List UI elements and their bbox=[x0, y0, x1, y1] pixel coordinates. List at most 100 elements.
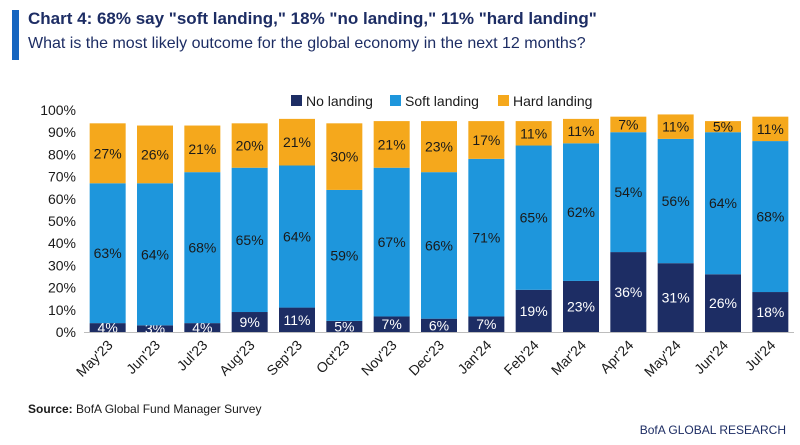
data-label: 11% bbox=[520, 125, 547, 141]
bar-segment-hard-landing bbox=[231, 123, 268, 168]
x-tick-label: Oct'23 bbox=[313, 337, 353, 377]
bar-segment-no-landing bbox=[421, 318, 457, 332]
data-label: 9% bbox=[240, 314, 260, 330]
x-tick-label: Jan'24 bbox=[454, 337, 494, 377]
x-tick-label: Sep'23 bbox=[263, 337, 305, 379]
legend-label: Soft landing bbox=[405, 93, 479, 109]
data-label: 56% bbox=[662, 193, 690, 209]
bar-segment-no-landing bbox=[657, 263, 694, 332]
bar-segment-soft-landing bbox=[89, 183, 126, 324]
y-tick-label: 100% bbox=[40, 102, 76, 118]
x-tick-label: Jun'23 bbox=[123, 337, 163, 377]
bar-segment-soft-landing bbox=[373, 167, 410, 317]
data-label: 11% bbox=[662, 119, 689, 135]
data-label: 65% bbox=[520, 210, 548, 226]
y-tick-label: 70% bbox=[48, 169, 76, 185]
data-label: 68% bbox=[188, 240, 216, 256]
bar-segment-no-landing bbox=[515, 289, 552, 332]
x-tick-label: Jul'24 bbox=[742, 337, 779, 374]
data-label: 36% bbox=[614, 284, 642, 300]
bar-segment-soft-landing bbox=[515, 145, 552, 290]
data-label: 31% bbox=[662, 290, 690, 306]
bar-segment-hard-landing bbox=[705, 121, 741, 133]
data-label: 26% bbox=[709, 295, 737, 311]
x-tick-label: Jul'23 bbox=[174, 337, 211, 374]
bar-segment-soft-landing bbox=[231, 167, 268, 313]
bar-segment-hard-landing bbox=[89, 123, 126, 184]
data-label: 64% bbox=[283, 229, 311, 245]
x-tick-label: Dec'23 bbox=[405, 337, 447, 379]
y-tick-label: 80% bbox=[48, 146, 76, 162]
x-tick-label: Jun'24 bbox=[691, 337, 731, 377]
data-label: 23% bbox=[425, 139, 453, 155]
bar-segment-hard-landing bbox=[421, 121, 457, 173]
data-label: 21% bbox=[283, 134, 311, 150]
bar-segment-no-landing bbox=[468, 316, 505, 332]
x-tick-label: May'23 bbox=[73, 337, 116, 380]
y-tick-label: 90% bbox=[48, 124, 76, 140]
data-label: 7% bbox=[382, 316, 402, 332]
bar-segment-no-landing bbox=[705, 274, 741, 332]
bar-segment-soft-landing bbox=[610, 132, 647, 253]
bar-segment-soft-landing bbox=[137, 183, 173, 326]
data-label: 11% bbox=[568, 123, 595, 139]
data-label: 64% bbox=[709, 195, 737, 211]
legend-swatch bbox=[291, 95, 302, 106]
bar-segment-hard-landing bbox=[657, 114, 694, 139]
y-tick-label: 60% bbox=[48, 191, 76, 207]
bar-segment-no-landing bbox=[231, 312, 268, 332]
source-label: Source: bbox=[28, 402, 73, 416]
legend-label: No landing bbox=[306, 93, 373, 109]
data-label: 21% bbox=[188, 141, 216, 157]
data-label: 11% bbox=[757, 121, 784, 137]
data-label: 17% bbox=[472, 132, 500, 148]
bar-segment-soft-landing bbox=[657, 138, 694, 264]
bar-segment-hard-landing bbox=[279, 118, 315, 166]
legend-swatch bbox=[498, 95, 509, 106]
data-label: 67% bbox=[378, 234, 406, 250]
data-label: 30% bbox=[330, 149, 358, 165]
chart-subtitle: What is the most likely outcome for the … bbox=[28, 35, 586, 52]
bar-segment-no-landing bbox=[137, 325, 173, 332]
x-tick-label: Mar'24 bbox=[548, 337, 589, 378]
y-tick-label: 0% bbox=[56, 324, 76, 340]
bar-segment-soft-landing bbox=[184, 172, 221, 324]
y-tick-label: 30% bbox=[48, 257, 76, 273]
data-label: 62% bbox=[567, 204, 595, 220]
data-label: 7% bbox=[476, 316, 496, 332]
y-tick-label: 20% bbox=[48, 280, 76, 296]
bar-segment-no-landing bbox=[184, 323, 221, 332]
data-label: 18% bbox=[756, 304, 784, 320]
data-label: 63% bbox=[94, 245, 122, 261]
bar-segment-no-landing bbox=[373, 316, 410, 332]
x-tick-label: May'24 bbox=[641, 337, 684, 380]
stacked-bar-chart: 0% 10% 20% 30% 40% 50% 60% 70% 80% 90% 100% 4% 63% 27… bbox=[40, 93, 794, 380]
source-note: Source: BofA Global Fund Manager Survey bbox=[28, 402, 261, 416]
x-tick-label: Aug'23 bbox=[216, 337, 258, 379]
legend-swatch bbox=[390, 95, 401, 106]
bar-segment-hard-landing bbox=[515, 121, 552, 146]
bar-segment-hard-landing bbox=[326, 123, 363, 190]
data-label: 26% bbox=[141, 146, 169, 162]
bar-segment-soft-landing bbox=[421, 172, 457, 319]
bar-segment-hard-landing bbox=[184, 125, 221, 173]
data-label: 11% bbox=[284, 312, 311, 328]
bar-segment-soft-landing bbox=[752, 141, 789, 293]
data-label: 6% bbox=[429, 317, 449, 333]
x-tick-label: Nov'23 bbox=[358, 337, 400, 379]
data-label: 66% bbox=[425, 237, 453, 253]
y-tick-label: 50% bbox=[48, 213, 76, 229]
bar-segment-soft-landing bbox=[563, 143, 599, 281]
bar-segment-no-landing bbox=[563, 280, 599, 332]
bar-segment-no-landing bbox=[279, 307, 315, 332]
data-label: 71% bbox=[472, 230, 500, 246]
bar-segment-no-landing bbox=[89, 323, 126, 332]
bar-segment-hard-landing bbox=[468, 121, 505, 159]
chart-title: Chart 4: 68% say "soft landing," 18% "no… bbox=[28, 9, 597, 28]
bar-segment-soft-landing bbox=[705, 132, 741, 275]
data-label: 64% bbox=[141, 246, 169, 262]
bar-segment-soft-landing bbox=[279, 165, 315, 308]
data-label: 54% bbox=[614, 184, 642, 200]
data-label: 7% bbox=[618, 116, 638, 132]
data-label: 59% bbox=[330, 247, 358, 263]
